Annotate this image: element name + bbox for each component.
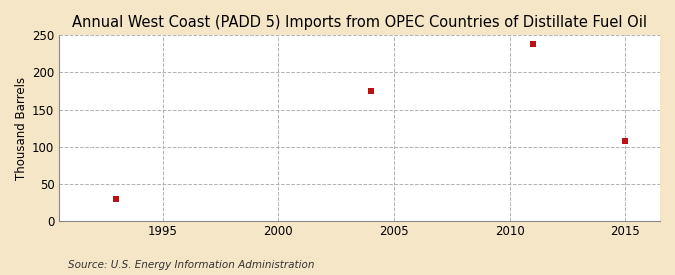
Text: Source: U.S. Energy Information Administration: Source: U.S. Energy Information Administ… [68, 260, 314, 270]
Y-axis label: Thousand Barrels: Thousand Barrels [15, 76, 28, 180]
Title: Annual West Coast (PADD 5) Imports from OPEC Countries of Distillate Fuel Oil: Annual West Coast (PADD 5) Imports from … [72, 15, 647, 30]
Point [620, 139, 630, 144]
Point [365, 89, 376, 93]
Point [111, 196, 122, 201]
Point [527, 42, 538, 46]
